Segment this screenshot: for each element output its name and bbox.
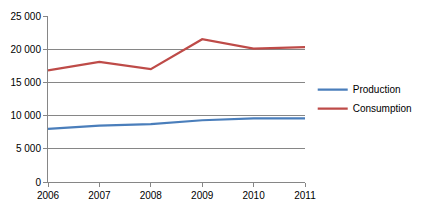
svg-text:20 000: 20 000: [10, 44, 41, 55]
svg-text:2007: 2007: [88, 190, 111, 201]
svg-text:5 000: 5 000: [16, 143, 41, 154]
svg-text:Consumption: Consumption: [353, 103, 412, 114]
svg-text:2008: 2008: [140, 190, 163, 201]
svg-text:2006: 2006: [37, 190, 60, 201]
svg-text:2010: 2010: [242, 190, 265, 201]
svg-text:2011: 2011: [294, 190, 316, 201]
svg-text:Production: Production: [353, 84, 401, 95]
svg-text:10 000: 10 000: [10, 110, 41, 121]
svg-text:0: 0: [35, 177, 41, 188]
svg-text:2009: 2009: [191, 190, 214, 201]
svg-text:15 000: 15 000: [10, 77, 41, 88]
svg-text:25 000: 25 000: [10, 11, 41, 22]
